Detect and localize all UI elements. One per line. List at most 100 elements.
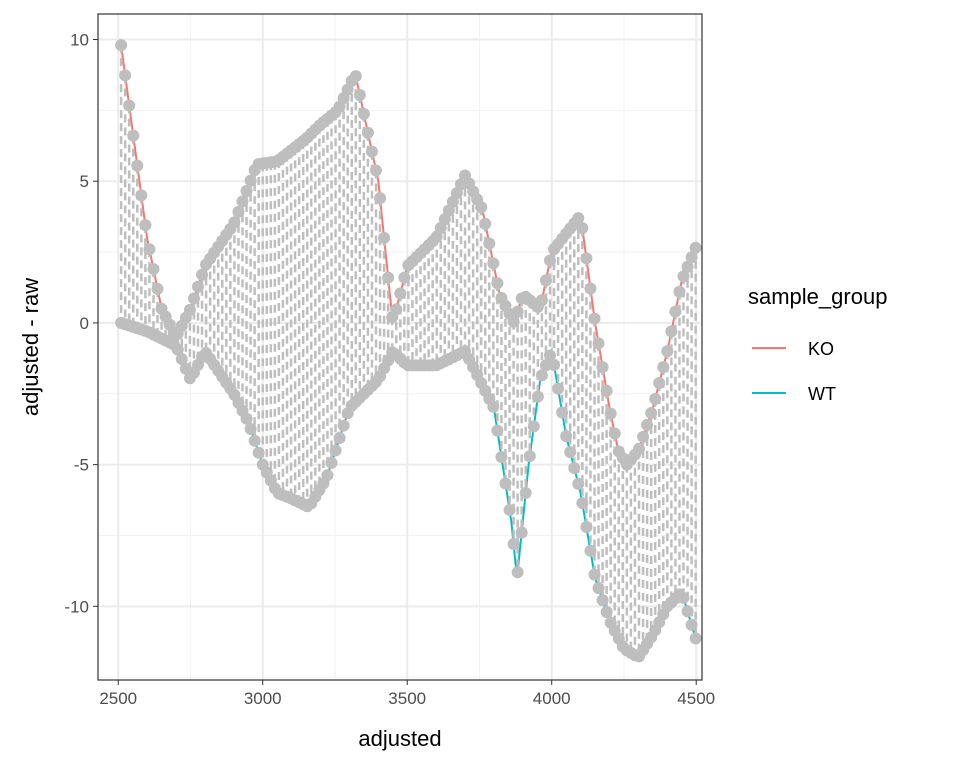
data-point: [556, 406, 569, 419]
data-point: [491, 424, 504, 437]
legend: sample_group KO WT: [748, 284, 887, 404]
data-point: [531, 390, 544, 403]
data-point: [119, 69, 132, 82]
data-point: [572, 212, 585, 225]
data-point: [507, 315, 520, 328]
data-point: [503, 503, 516, 516]
data-point: [483, 237, 496, 250]
data-point: [677, 270, 690, 283]
data-point: [592, 337, 605, 350]
points: [115, 39, 702, 663]
data-point: [228, 216, 241, 229]
y-tick-label: -10: [64, 597, 89, 616]
data-point: [382, 271, 395, 284]
data-point: [576, 222, 589, 235]
data-point: [244, 174, 257, 187]
data-point: [677, 591, 690, 604]
data-point: [365, 145, 378, 158]
data-point: [580, 520, 593, 533]
data-point: [689, 632, 702, 645]
data-point: [175, 353, 188, 366]
data-point: [632, 442, 645, 455]
data-point: [543, 254, 556, 267]
data-point: [641, 418, 654, 431]
data-point: [337, 419, 350, 432]
data-point: [171, 343, 184, 356]
data-point: [689, 241, 702, 254]
data-point: [398, 271, 411, 284]
data-point: [240, 184, 253, 197]
data-point: [560, 430, 573, 443]
data-point: [370, 164, 383, 177]
data-point: [568, 462, 581, 475]
legend-title: sample_group: [748, 284, 887, 309]
data-point: [588, 312, 601, 325]
data-point: [329, 444, 342, 457]
data-point: [191, 280, 204, 293]
data-point: [681, 260, 694, 273]
x-tick-label: 4000: [533, 689, 571, 708]
data-point: [665, 325, 678, 338]
data-point: [390, 303, 403, 316]
data-point: [236, 195, 249, 208]
data-point: [495, 451, 508, 464]
data-point: [507, 537, 520, 550]
data-point: [604, 407, 617, 420]
data-point: [361, 126, 374, 139]
data-point: [378, 231, 391, 244]
x-tick-label: 3500: [388, 689, 426, 708]
data-point: [649, 392, 662, 405]
data-point: [661, 345, 674, 358]
data-point: [321, 469, 334, 482]
data-point: [552, 382, 565, 395]
data-point: [143, 243, 156, 256]
data-point: [548, 358, 561, 371]
data-point: [333, 432, 346, 445]
x-tick-label: 3000: [244, 689, 282, 708]
data-point: [539, 274, 552, 287]
data-point: [653, 376, 666, 389]
x-axis-title: adjusted: [358, 726, 441, 751]
legend-label-ko: KO: [808, 339, 834, 359]
data-point: [584, 544, 597, 557]
data-point: [115, 39, 128, 52]
y-tick-label: 5: [80, 172, 89, 191]
data-point: [479, 217, 492, 230]
data-point: [580, 252, 593, 265]
data-point: [673, 285, 686, 298]
data-point: [248, 434, 261, 447]
data-point: [123, 99, 136, 112]
data-point: [685, 618, 698, 631]
data-point: [600, 384, 613, 397]
data-point: [139, 219, 152, 232]
data-point: [519, 486, 532, 499]
x-tick-label: 4500: [677, 689, 715, 708]
data-point: [596, 594, 609, 607]
data-point: [527, 420, 540, 433]
data-point: [511, 566, 524, 579]
data-point: [637, 430, 650, 443]
data-point: [325, 456, 338, 469]
data-point: [491, 277, 504, 290]
data-point: [588, 568, 601, 581]
data-point: [657, 361, 670, 374]
data-point: [183, 303, 196, 316]
data-point: [187, 292, 200, 305]
y-tick-label: 0: [80, 314, 89, 333]
x-tick-label: 2500: [99, 689, 137, 708]
data-point: [196, 268, 209, 281]
data-point: [349, 70, 362, 83]
data-point: [487, 257, 500, 270]
data-point: [523, 450, 536, 463]
data-point: [515, 526, 528, 539]
data-point: [535, 369, 548, 382]
data-point: [487, 400, 500, 413]
data-point: [147, 263, 160, 276]
data-point: [511, 305, 524, 318]
data-point: [353, 89, 366, 102]
data-point: [592, 582, 605, 595]
data-point: [669, 305, 682, 318]
data-point: [543, 349, 556, 362]
data-point: [584, 282, 597, 295]
